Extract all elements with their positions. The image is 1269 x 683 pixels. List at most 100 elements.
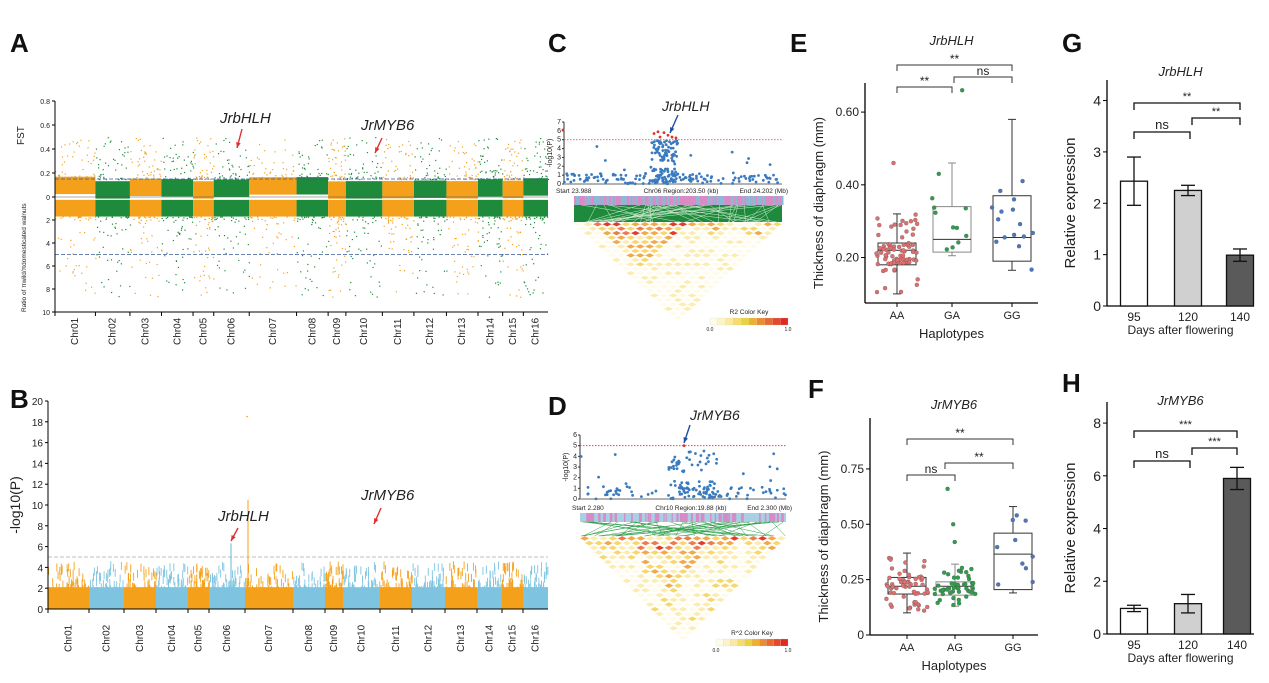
ld-cell	[724, 550, 735, 556]
gwas-point	[538, 577, 540, 586]
snp-point	[617, 493, 621, 497]
fst-point	[546, 157, 548, 159]
end-label: End 2.300 (Mb)	[747, 505, 792, 512]
fst-point	[303, 164, 305, 166]
fst-point	[511, 174, 513, 176]
fst-point	[503, 176, 506, 178]
pi-point	[59, 270, 61, 272]
fst-point	[345, 178, 347, 181]
snp-point	[644, 171, 647, 175]
fst-point	[417, 178, 419, 181]
fst-point	[385, 174, 387, 176]
gwas-point	[408, 578, 410, 587]
pi-point	[214, 219, 216, 221]
pi-point	[466, 248, 468, 251]
fst-point	[292, 179, 294, 181]
gwas-point	[338, 566, 340, 575]
ld-connector-line	[717, 204, 720, 223]
data-point	[951, 585, 957, 591]
gwas-point	[208, 580, 210, 589]
y-tick-label: 6	[573, 432, 577, 439]
pi-point	[87, 219, 90, 221]
significance-bracket	[1133, 460, 1191, 468]
gwas-point	[333, 587, 335, 589]
pi-point	[178, 233, 181, 236]
pi-point	[333, 235, 336, 237]
gwas-point	[178, 578, 180, 587]
snp-position-mark	[713, 196, 715, 205]
gwas-point	[302, 563, 304, 572]
fst-point	[258, 144, 261, 146]
x-tick-label: GG	[1003, 310, 1020, 322]
data-point	[956, 589, 962, 594]
pi-point	[419, 256, 421, 258]
fst-point	[377, 171, 379, 173]
snp-point	[635, 174, 639, 178]
pi-point	[416, 236, 418, 238]
pi-point	[439, 234, 441, 236]
pi-point	[456, 275, 459, 278]
gwas-band-Chr16	[523, 587, 548, 609]
snp-point	[732, 178, 735, 182]
pi-point	[226, 289, 228, 291]
fst-point	[465, 162, 468, 164]
ld-cell	[753, 221, 764, 227]
ld-cell	[668, 625, 679, 631]
ld-cell	[597, 235, 608, 240]
annotation-arrow-head	[375, 147, 380, 153]
significance-label: ns	[925, 462, 938, 476]
pi-point	[452, 246, 454, 248]
gwas-point	[200, 568, 202, 577]
gwas-point	[190, 569, 192, 578]
gwas-point	[361, 585, 363, 589]
pi-point	[427, 239, 429, 241]
fst-point	[405, 152, 407, 154]
ld-cell	[692, 564, 702, 570]
snp-point	[572, 178, 576, 182]
snp-point	[641, 182, 645, 185]
snp-position-mark	[750, 196, 752, 205]
fst-point	[317, 175, 319, 177]
gwas-point	[408, 570, 409, 579]
ld-cell	[658, 230, 669, 236]
gwas-point	[530, 570, 532, 579]
pi-point	[466, 268, 468, 270]
ld-cell	[701, 564, 712, 570]
ld-cell	[682, 288, 693, 294]
gwas-point	[260, 586, 262, 589]
ld-cell	[706, 568, 716, 574]
fst-point	[474, 178, 476, 181]
gwas-point	[268, 586, 270, 589]
fst-band-Chr13	[446, 181, 478, 199]
ld-connector-line	[640, 204, 646, 223]
pi-point	[221, 216, 223, 218]
y-tick-label: 16	[32, 439, 44, 450]
snp-position-mark	[638, 513, 642, 522]
pi-point	[129, 224, 132, 226]
snp-point	[708, 480, 712, 484]
gwas-point	[541, 580, 542, 589]
gwas-point	[409, 587, 411, 589]
fst-point	[270, 171, 272, 173]
pi-point	[306, 270, 309, 272]
ld-cell	[706, 597, 716, 603]
fst-point	[385, 139, 388, 141]
snp-point	[601, 178, 605, 181]
data-point	[940, 587, 945, 593]
pi-point	[421, 241, 423, 243]
ld-cell	[757, 554, 768, 560]
gwas-point	[240, 565, 242, 574]
snp-point	[661, 157, 665, 161]
pi-point	[318, 227, 320, 229]
gwas-point	[349, 568, 351, 577]
gwas-point	[206, 586, 208, 589]
gwas-point	[143, 566, 145, 575]
gwas-point	[324, 573, 326, 582]
fst-point	[503, 159, 505, 161]
significance-bracket	[1133, 430, 1238, 438]
ld-cell	[664, 573, 674, 579]
pi-point	[516, 246, 518, 248]
pi-point	[502, 260, 504, 262]
gwas-point	[441, 587, 443, 589]
gwas-point	[502, 579, 503, 588]
